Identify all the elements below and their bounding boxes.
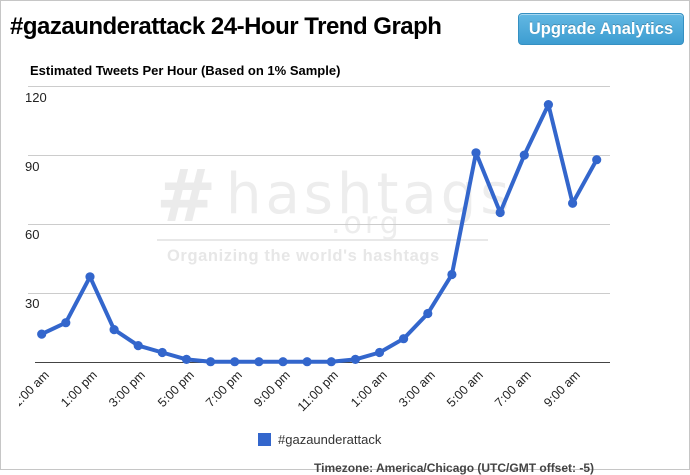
legend-color-swatch <box>258 433 271 446</box>
upgrade-analytics-button[interactable]: Upgrade Analytics <box>518 13 684 45</box>
chart-title: Estimated Tweets Per Hour (Based on 1% S… <box>30 63 341 78</box>
watermark-tld: .org <box>331 206 402 241</box>
data-point[interactable] <box>230 357 240 367</box>
watermark-divider <box>157 239 488 241</box>
chart-area: # hashtags .org Organizing the world's h… <box>19 80 690 425</box>
gridline-y120 <box>28 86 610 88</box>
trend-line-plot <box>37 100 602 367</box>
y-axis-label: 30 <box>25 296 40 312</box>
data-point[interactable] <box>254 357 264 367</box>
data-point[interactable] <box>592 155 602 165</box>
page-title: #gazaunderattack 24-Hour Trend Graph <box>10 13 442 40</box>
gridline-y90 <box>28 155 610 157</box>
data-point[interactable] <box>133 341 143 351</box>
data-point[interactable] <box>61 318 71 328</box>
legend-label: #gazaunderattack <box>278 432 382 447</box>
data-point[interactable] <box>206 357 216 367</box>
y-axis-label: 90 <box>25 158 40 174</box>
data-point[interactable] <box>543 100 554 110</box>
data-point[interactable] <box>374 347 385 358</box>
watermark-tagline: Organizing the world's hashtags <box>167 247 440 265</box>
data-point[interactable] <box>350 354 360 364</box>
data-point[interactable] <box>495 207 505 218</box>
data-point[interactable] <box>423 308 433 319</box>
data-point[interactable] <box>157 347 167 358</box>
y-axis-label: 120 <box>25 89 47 105</box>
trend-line <box>39 102 599 364</box>
data-point[interactable] <box>519 150 529 160</box>
data-point[interactable] <box>85 272 95 282</box>
gridline-y60 <box>28 223 610 225</box>
legend: #gazaunderattack <box>258 432 381 447</box>
data-point[interactable] <box>181 354 192 364</box>
data-point[interactable] <box>278 357 288 367</box>
y-axis-label: 60 <box>25 227 40 243</box>
data-point[interactable] <box>568 198 578 208</box>
timezone-note: Timezone: America/Chicago (UTC/GMT offse… <box>314 461 595 475</box>
data-point[interactable] <box>302 357 312 367</box>
data-point[interactable] <box>471 148 481 158</box>
gridline-y30 <box>28 292 610 294</box>
data-point[interactable] <box>109 325 119 335</box>
data-point[interactable] <box>399 334 409 344</box>
data-point[interactable] <box>37 329 47 339</box>
data-point[interactable] <box>326 357 336 367</box>
data-point[interactable] <box>447 269 457 280</box>
